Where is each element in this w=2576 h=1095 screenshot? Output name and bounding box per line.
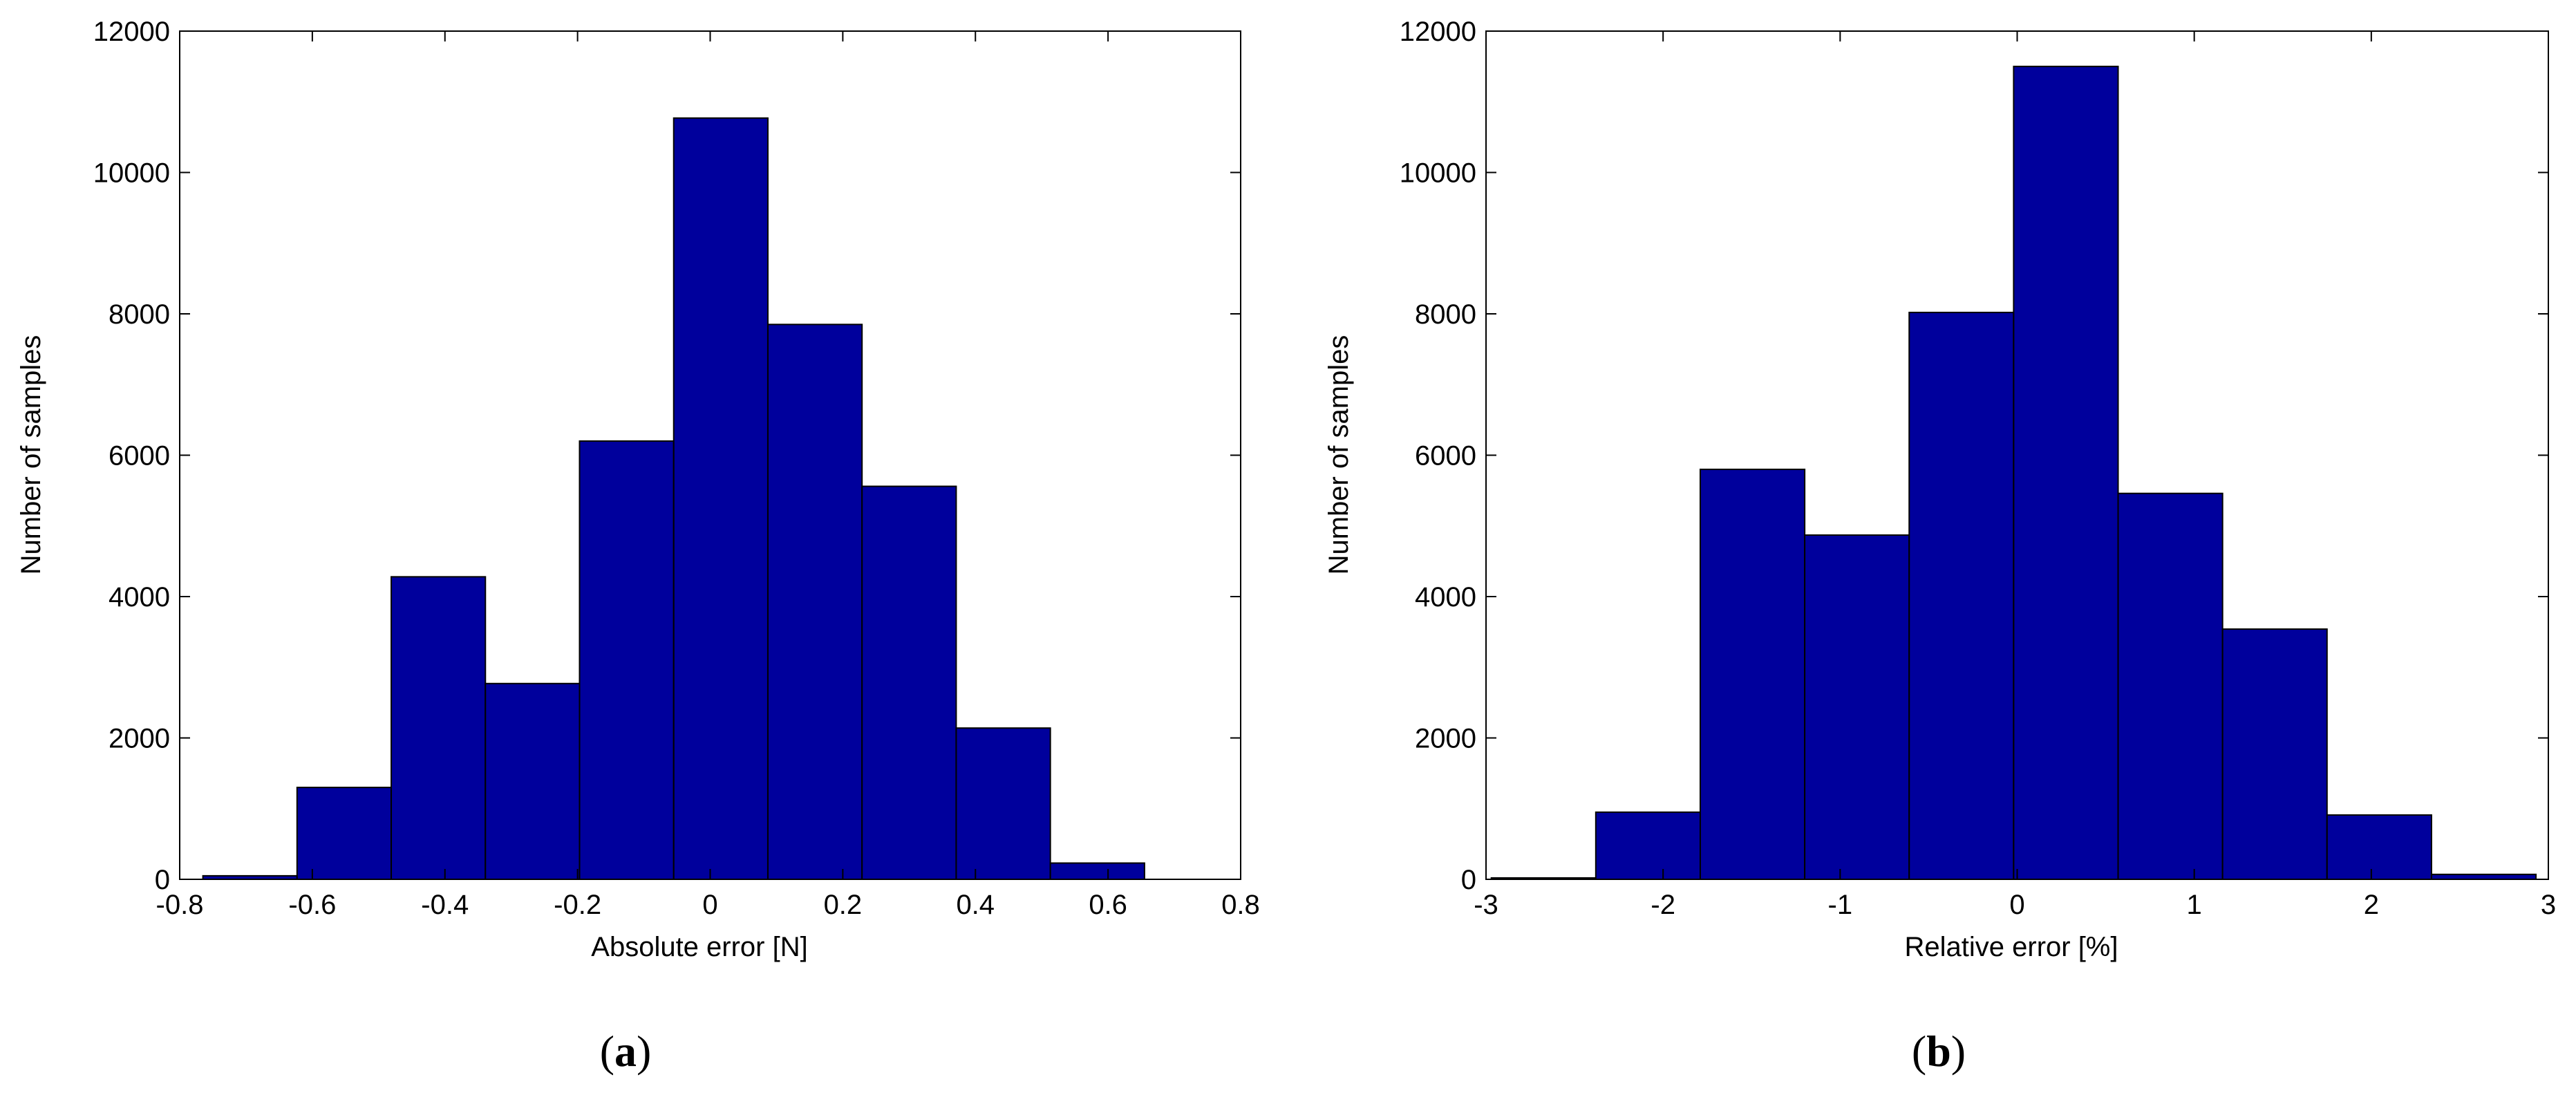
x-tick-label-b-5: 2 xyxy=(2364,890,2379,920)
panel-caption-a: (a) xyxy=(600,1027,652,1076)
histogram-bar-b-8 xyxy=(2221,628,2328,880)
histogram-panel-a: -0.8 -0.6 -0.4 -0.2 0 0.2 0.4 0.6 0.8 0 2000 4000 6… xyxy=(16,17,1260,1076)
histogram-bar-b-6 xyxy=(2013,66,2119,880)
x-axis-label-a: Absolute error [N] xyxy=(591,932,807,962)
y-axis-label-a: Number of samples xyxy=(16,335,46,575)
x-tick-label-b-3: 0 xyxy=(2009,890,2024,920)
histogram-bar-a-6 xyxy=(673,117,769,881)
x-axis-a: -0.8 -0.6 -0.4 -0.2 0 0.2 0.4 0.6 0.8 xyxy=(156,31,1260,920)
x-tick-label-a-3: -0.2 xyxy=(554,890,601,920)
y-tick-label-b-3: 6000 xyxy=(1415,441,1476,471)
x-tick-label-b-2: -1 xyxy=(1828,890,1853,920)
y-tick-label-a-3: 6000 xyxy=(109,441,170,471)
histogram-bar-a-7 xyxy=(767,324,863,880)
y-tick-label-b-6: 12000 xyxy=(1400,17,1476,47)
panel-label-a: a xyxy=(614,1027,637,1076)
histogram-bar-a-10 xyxy=(1049,862,1145,881)
y-axis-label-b: Number of samples xyxy=(1324,335,1354,575)
y-tick-label-b-0: 0 xyxy=(1461,865,1476,895)
y-tick-label-a-2: 4000 xyxy=(109,582,170,612)
y-tick-label-b-1: 2000 xyxy=(1415,724,1476,754)
x-tick-label-a-4: 0 xyxy=(702,890,717,920)
x-tick-label-b-0: -3 xyxy=(1474,890,1498,920)
x-tick-label-a-0: -0.8 xyxy=(156,890,204,920)
histogram-bar-a-2 xyxy=(296,787,393,880)
y-axis-b: 0 2000 4000 6000 8000 10000 12000 xyxy=(1400,17,2548,895)
x-tick-label-a-5: 0.2 xyxy=(824,890,863,920)
histogram-bar-b-7 xyxy=(2117,492,2224,880)
histogram-bar-b-3 xyxy=(1699,468,1806,880)
x-tick-label-a-2: -0.4 xyxy=(421,890,469,920)
panel-caption-b: (b) xyxy=(1912,1027,1966,1076)
histogram-bar-b-5 xyxy=(1908,311,2015,880)
x-tick-label-b-6: 3 xyxy=(2541,890,2556,920)
x-tick-label-a-8: 0.8 xyxy=(1221,890,1260,920)
y-tick-label-a-4: 8000 xyxy=(109,299,170,330)
y-tick-label-a-1: 2000 xyxy=(109,724,170,754)
x-tick-label-a-6: 0.4 xyxy=(956,890,995,920)
histogram-bar-a-8 xyxy=(861,485,957,880)
histogram-bar-b-10 xyxy=(2430,873,2537,881)
histogram-panel-b: -3 -2 -1 0 1 2 3 0 2000 4000 6000 8000 10000 12000 R… xyxy=(1324,17,2556,1076)
x-tick-label-b-1: -2 xyxy=(1651,890,1675,920)
y-tick-label-b-4: 8000 xyxy=(1415,299,1476,330)
y-tick-label-a-6: 12000 xyxy=(93,17,170,47)
bars-a xyxy=(202,117,1145,881)
y-axis-a: 0 2000 4000 6000 8000 10000 12000 xyxy=(93,17,1241,895)
histogram-bar-b-2 xyxy=(1595,811,1701,881)
y-tick-label-b-5: 10000 xyxy=(1400,158,1476,189)
x-tick-label-a-7: 0.6 xyxy=(1089,890,1127,920)
histogram-bar-a-9 xyxy=(955,727,1051,881)
y-tick-label-b-2: 4000 xyxy=(1415,582,1476,612)
histogram-bar-a-3 xyxy=(391,576,487,880)
y-tick-label-a-5: 10000 xyxy=(93,158,170,189)
histogram-bar-b-9 xyxy=(2326,814,2432,881)
x-tick-label-b-4: 1 xyxy=(2187,890,2202,920)
x-tick-label-a-1: -0.6 xyxy=(288,890,336,920)
histogram-bar-a-4 xyxy=(485,682,581,881)
bars-b xyxy=(1490,66,2537,881)
histogram-bar-b-4 xyxy=(1804,534,1910,880)
histogram-bar-a-5 xyxy=(579,440,675,880)
x-axis-b: -3 -2 -1 0 1 2 3 xyxy=(1474,31,2556,920)
panel-label-b: b xyxy=(1926,1027,1951,1076)
x-axis-label-b: Relative error [%] xyxy=(1905,932,2118,962)
y-tick-label-a-0: 0 xyxy=(155,865,170,895)
